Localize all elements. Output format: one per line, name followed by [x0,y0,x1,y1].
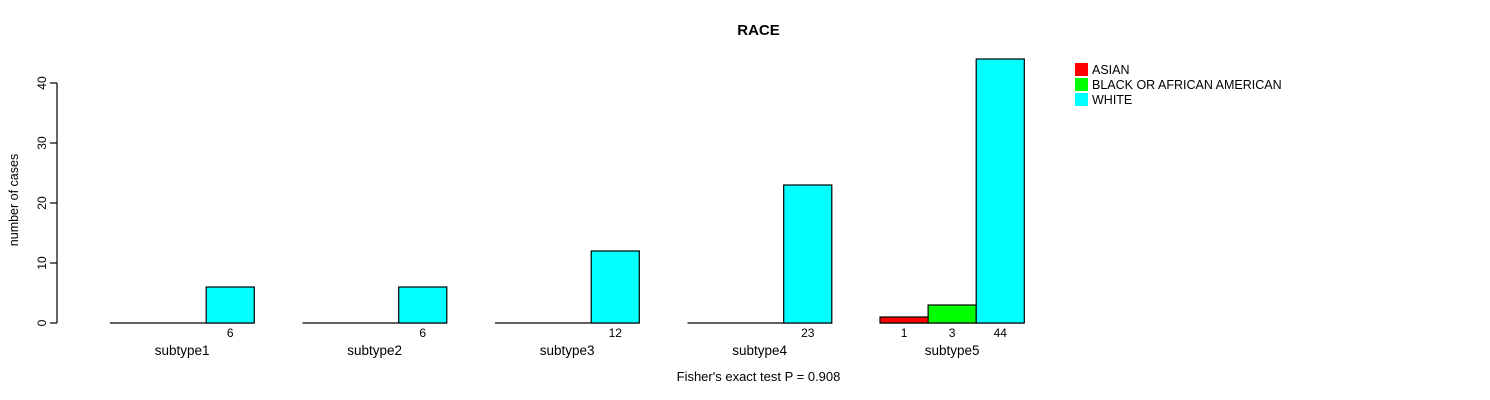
legend-label-black-or-african-american: BLACK OR AFRICAN AMERICAN [1092,77,1282,92]
bar-subtype5-asian [879,316,929,324]
bar-value-label: 6 [227,326,234,340]
legend-swatch-white [1075,93,1088,106]
legend-item-asian: ASIAN [1075,62,1282,77]
y-tick-label: 10 [35,256,49,270]
legend-swatch-black-or-african-american [1075,78,1088,91]
bar-subtype3-white [590,250,640,324]
legend-swatch-asian [1075,63,1088,76]
legend-label-asian: ASIAN [1092,62,1130,77]
bar-subtype5-white [975,58,1025,324]
y-tick-label: 0 [35,319,49,326]
y-tick-label: 40 [35,76,49,90]
bar-value-label: 1 [901,326,908,340]
bar-value-label: 12 [609,326,623,340]
y-tick-label: 30 [35,136,49,150]
fisher-test-annotation: Fisher's exact test P = 0.908 [676,369,841,384]
bar-subtype1-white [205,286,255,324]
category-label: subtype1 [155,343,210,358]
legend: ASIAN BLACK OR AFRICAN AMERICAN WHITE [1075,62,1282,107]
legend-item-black-or-african-american: BLACK OR AFRICAN AMERICAN [1075,77,1282,92]
category-label: subtype3 [540,343,595,358]
bar-subtype5-black-or-african-american [927,304,977,324]
legend-item-white: WHITE [1075,92,1282,107]
category-label: subtype5 [925,343,980,358]
bar-value-label: 44 [994,326,1008,340]
legend-label-white: WHITE [1092,92,1133,107]
bar-subtype4-white [783,184,833,324]
bar-value-label: 23 [801,326,815,340]
bar-value-label: 3 [949,326,956,340]
bar-value-label: 6 [419,326,426,340]
bar-subtype2-white [398,286,448,324]
chart-title: RACE [737,22,780,39]
category-label: subtype2 [347,343,402,358]
y-tick-label: 20 [35,196,49,210]
category-label: subtype4 [732,343,787,358]
